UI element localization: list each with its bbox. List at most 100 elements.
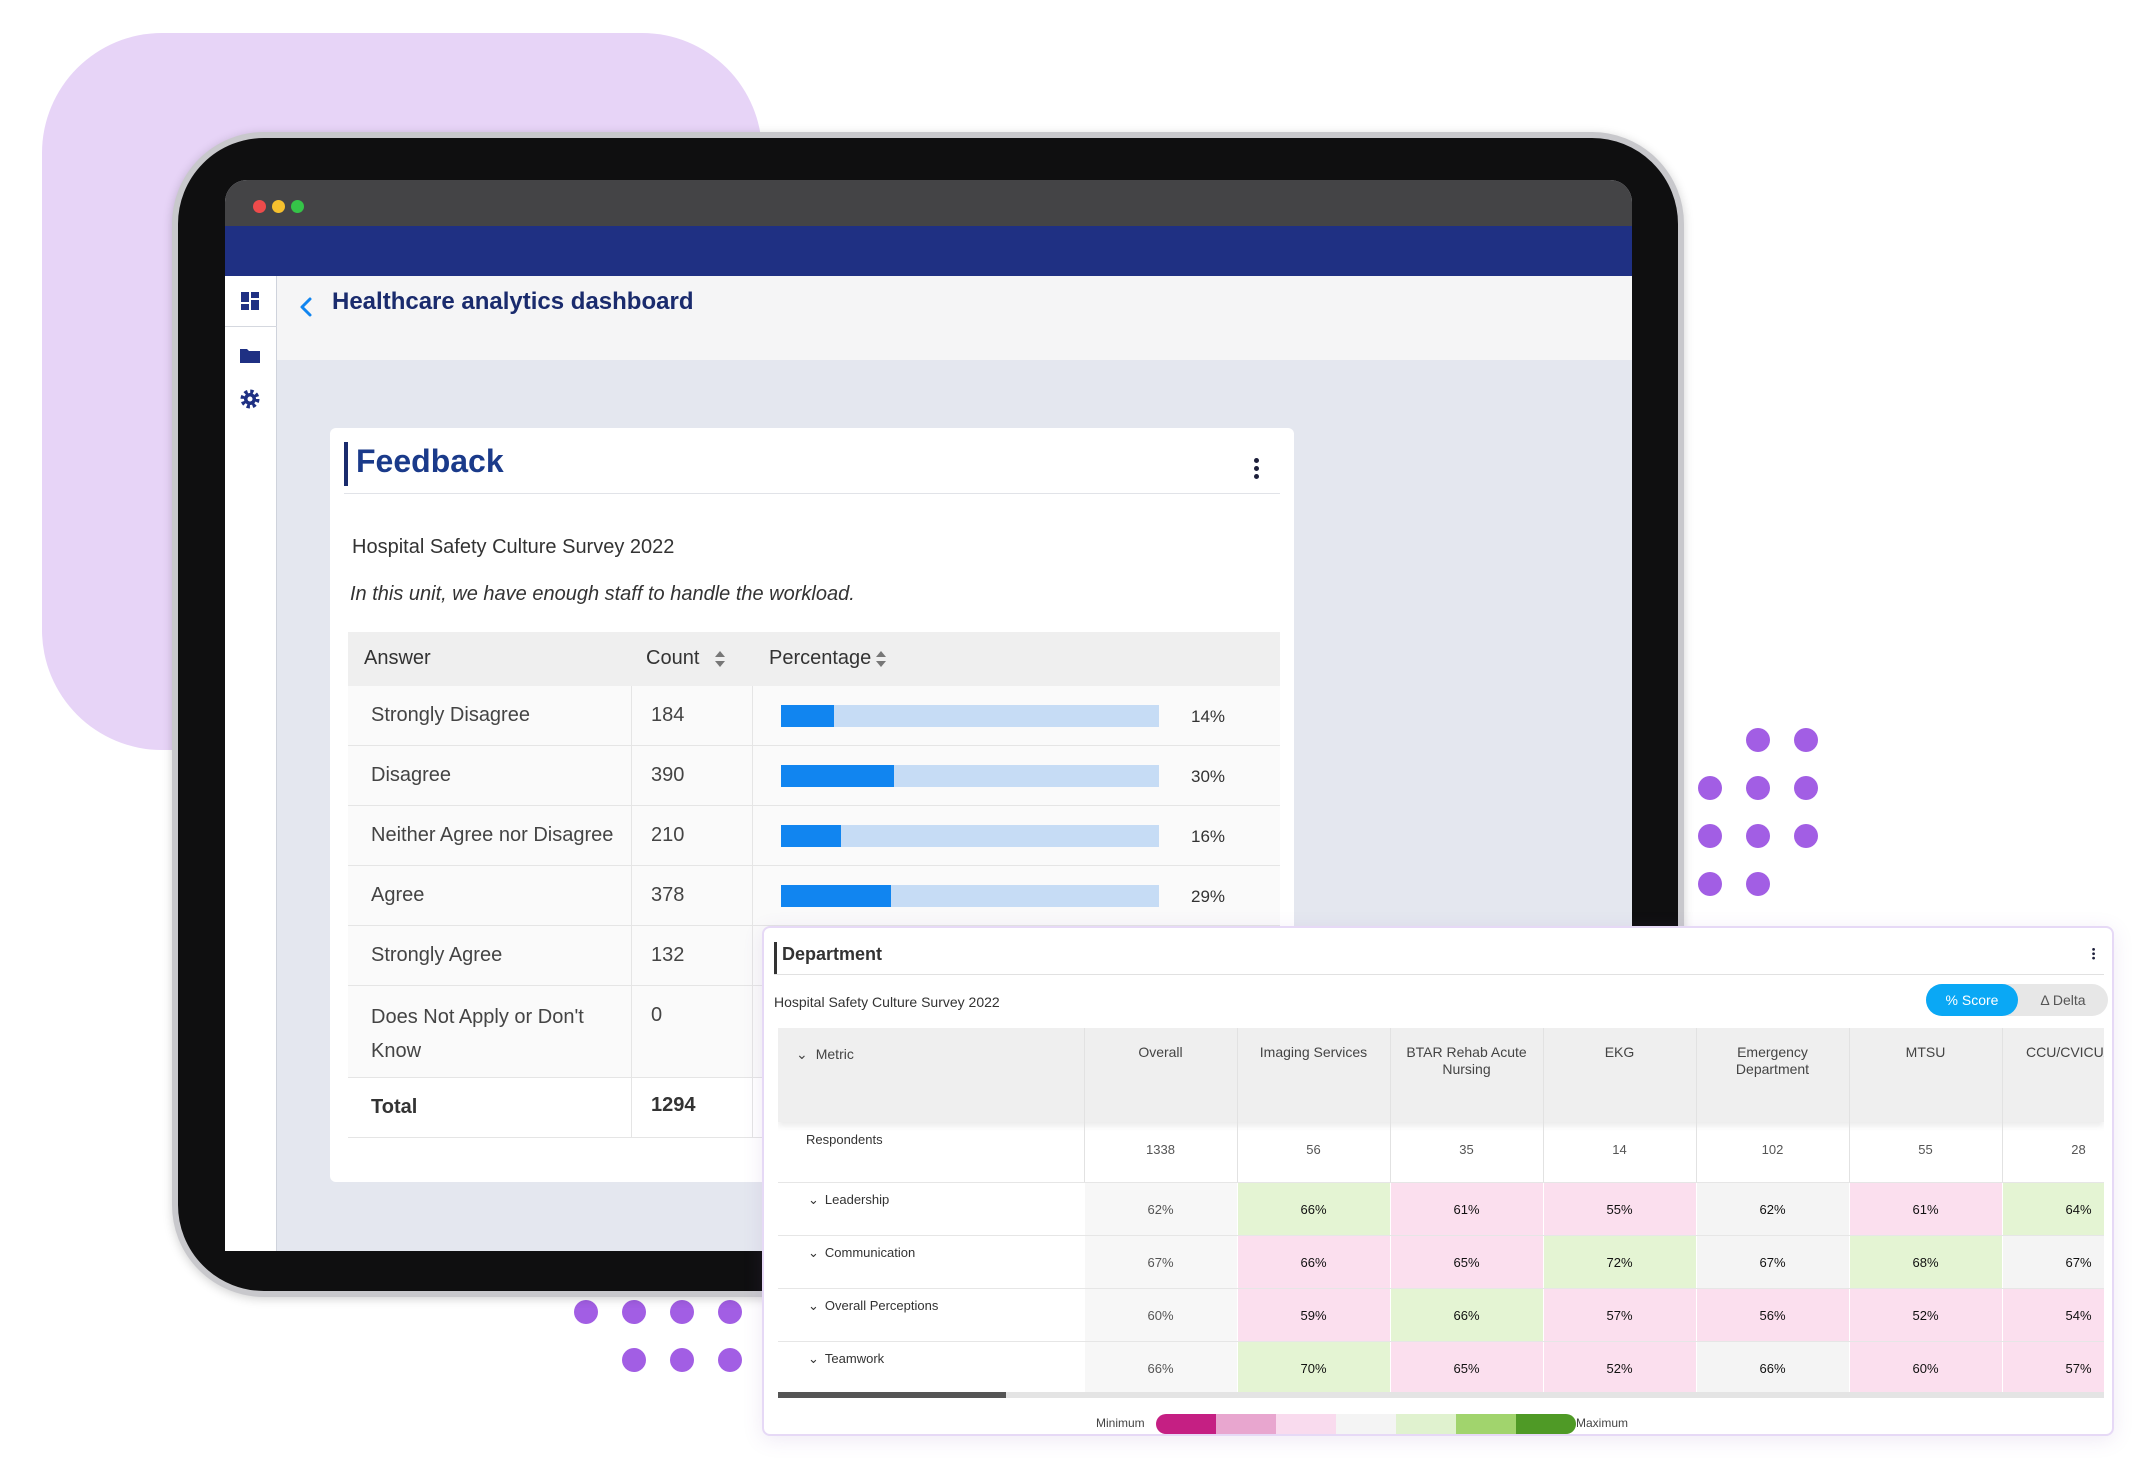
total-label: Total xyxy=(371,1096,418,1118)
table-row[interactable]: Disagree 390 30% xyxy=(348,746,1280,806)
delta-toggle-button[interactable]: Δ Delta xyxy=(2040,992,2086,1008)
respondents-label: Respondents xyxy=(806,1132,883,1147)
score-cell[interactable] xyxy=(1085,1236,1237,1288)
respondents-value: 14 xyxy=(1612,1142,1627,1157)
score-value: 55% xyxy=(1606,1202,1633,1217)
score-cell[interactable] xyxy=(2003,1289,2104,1341)
column-header-department[interactable]: EKG xyxy=(1604,1044,1635,1060)
score-cell[interactable] xyxy=(1085,1289,1237,1341)
score-cell[interactable] xyxy=(1238,1289,1390,1341)
column-header-department[interactable]: Overall xyxy=(1138,1044,1183,1060)
score-cell[interactable] xyxy=(1697,1183,1849,1235)
column-divider xyxy=(752,986,753,1077)
table-row[interactable]: Neither Agree nor Disagree 210 16% xyxy=(348,806,1280,866)
close-window-button[interactable] xyxy=(253,200,266,213)
sort-icon[interactable] xyxy=(875,650,887,668)
score-value: 67% xyxy=(2065,1255,2092,1270)
column-divider xyxy=(752,686,753,745)
metric-name: Leadership xyxy=(824,1192,890,1207)
column-header-department[interactable]: BTAR Rehab Acute Nursing xyxy=(1406,1044,1527,1077)
score-cell[interactable] xyxy=(2003,1183,2104,1235)
column-header-department[interactable]: Imaging Services xyxy=(1259,1044,1368,1060)
chevron-down-icon[interactable]: ⌄ xyxy=(808,1351,819,1366)
sort-icon[interactable] xyxy=(714,650,726,668)
score-cell[interactable] xyxy=(2003,1236,2104,1288)
answer-count: 132 xyxy=(651,944,685,966)
department-card: Department Hospital Safety Culture Surve… xyxy=(762,926,2114,1436)
color-legend: Minimum Maximum xyxy=(1096,1414,1656,1434)
score-cell[interactable] xyxy=(1544,1289,1696,1341)
metric-label[interactable]: ⌄ Overall Perceptions xyxy=(808,1298,938,1314)
table-row[interactable]: Agree 378 29% xyxy=(348,866,1280,926)
metric-label[interactable]: ⌄ Leadership xyxy=(808,1192,889,1208)
dashboard-icon[interactable] xyxy=(237,288,263,314)
score-cell[interactable] xyxy=(1391,1342,1543,1394)
more-options-icon[interactable] xyxy=(2090,948,2097,961)
column-header-department[interactable]: Emergency Department xyxy=(1735,1044,1810,1077)
score-value: 67% xyxy=(1759,1255,1786,1270)
column-header-department[interactable]: CCU/CVICU/I on xyxy=(2025,1044,2104,1060)
metric-label[interactable]: ⌄ Communication xyxy=(808,1245,915,1261)
column-divider xyxy=(631,986,632,1077)
decor-dot xyxy=(1698,824,1722,848)
score-cell[interactable] xyxy=(1085,1342,1237,1394)
column-header-percentage[interactable]: Percentage xyxy=(769,647,872,669)
column-header-metric[interactable]: ⌄ Metric xyxy=(796,1046,854,1063)
score-cell[interactable] xyxy=(1697,1289,1849,1341)
score-cell[interactable] xyxy=(1544,1342,1696,1394)
answer-label: Does Not Apply or Don't Know xyxy=(371,1006,584,1062)
legend-swatch xyxy=(1156,1414,1216,1434)
chevron-left-icon[interactable] xyxy=(295,292,317,322)
percentage-bar-fill xyxy=(781,825,842,847)
score-cell[interactable] xyxy=(1544,1236,1696,1288)
score-value: 62% xyxy=(1147,1202,1174,1217)
metric-label[interactable]: ⌄ Teamwork xyxy=(808,1351,884,1367)
decor-dot xyxy=(1746,872,1770,896)
horizontal-scrollbar[interactable] xyxy=(778,1392,2104,1398)
score-cell[interactable] xyxy=(2003,1342,2104,1394)
gear-icon[interactable] xyxy=(237,386,263,412)
percentage-bar-fill xyxy=(781,885,891,907)
score-cell[interactable] xyxy=(1850,1342,2002,1394)
score-cell[interactable] xyxy=(1391,1236,1543,1288)
table-row[interactable]: Strongly Disagree 184 14% xyxy=(348,686,1280,746)
score-cell[interactable] xyxy=(1238,1342,1390,1394)
score-cell[interactable] xyxy=(1238,1183,1390,1235)
score-cell[interactable] xyxy=(1850,1183,2002,1235)
score-cell[interactable] xyxy=(1085,1183,1237,1235)
score-cell[interactable] xyxy=(1238,1236,1390,1288)
column-header-answer[interactable]: Answer xyxy=(364,647,431,669)
card-title: Feedback xyxy=(356,443,504,479)
chevron-down-icon[interactable]: ⌄ xyxy=(808,1192,819,1207)
more-options-icon[interactable] xyxy=(1250,458,1262,482)
score-cell[interactable] xyxy=(1697,1236,1849,1288)
decor-dot xyxy=(622,1300,646,1324)
score-cell[interactable] xyxy=(1391,1183,1543,1235)
score-cell[interactable] xyxy=(1850,1289,2002,1341)
chevron-down-icon[interactable]: ⌄ xyxy=(796,1046,808,1062)
column-header-label: Metric xyxy=(815,1046,854,1062)
decor-dot xyxy=(1794,824,1818,848)
column-header-department[interactable]: MTSU xyxy=(1905,1044,1946,1060)
scrollbar-thumb[interactable] xyxy=(778,1392,1006,1398)
legend-min-label: Minimum xyxy=(1096,1416,1145,1430)
score-value: 65% xyxy=(1453,1361,1480,1376)
score-cell[interactable] xyxy=(1850,1236,2002,1288)
chevron-down-icon[interactable]: ⌄ xyxy=(808,1245,819,1260)
folder-icon[interactable] xyxy=(237,342,263,368)
column-header-count[interactable]: Count xyxy=(646,647,700,669)
score-value: 66% xyxy=(1453,1308,1480,1323)
answer-count: 184 xyxy=(651,704,685,726)
chevron-down-icon[interactable]: ⌄ xyxy=(808,1298,819,1313)
score-toggle-button[interactable]: % Score xyxy=(1926,984,2018,1016)
score-value: 66% xyxy=(1147,1361,1174,1376)
legend-swatch xyxy=(1276,1414,1336,1434)
percentage-bar-fill xyxy=(781,705,834,727)
score-value: 70% xyxy=(1300,1361,1327,1376)
score-cell[interactable] xyxy=(1391,1289,1543,1341)
maximize-window-button[interactable] xyxy=(291,200,304,213)
score-cell[interactable] xyxy=(1544,1183,1696,1235)
score-cell[interactable] xyxy=(1697,1342,1849,1394)
respondents-value: 56 xyxy=(1306,1142,1321,1157)
minimize-window-button[interactable] xyxy=(272,200,285,213)
